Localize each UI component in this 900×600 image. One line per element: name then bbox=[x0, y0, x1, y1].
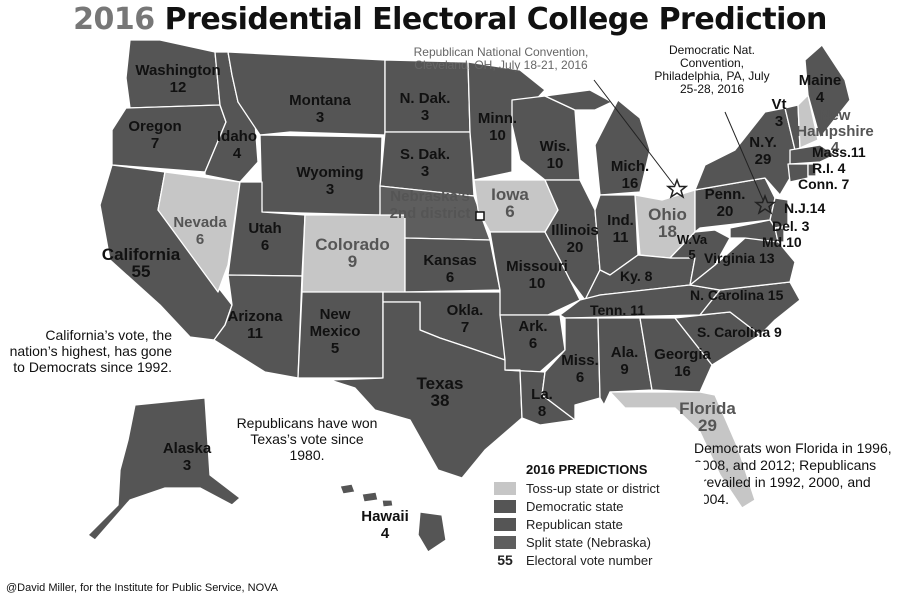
page-title: 2016 Presidential Electoral College Pred… bbox=[0, 2, 900, 37]
legend-swatch-split bbox=[494, 535, 516, 549]
legend: 2016 PREDICTIONS Toss-up state or distri… bbox=[494, 462, 704, 569]
legend-swatch-tossup bbox=[494, 481, 516, 495]
label-new-york: N.Y. 29 bbox=[749, 134, 777, 168]
label-oregon: Oregon 7 bbox=[128, 118, 182, 152]
state-new-hampshire bbox=[797, 94, 819, 149]
state-nevada bbox=[157, 171, 241, 293]
democratic-convention-note: Democratic Nat. Convention, Philadelphia… bbox=[654, 43, 770, 96]
label-north-dakota: N. Dak. 3 bbox=[399, 90, 451, 124]
label-virginia: Virginia 13 bbox=[704, 250, 775, 266]
state-west-virginia bbox=[669, 229, 731, 286]
legend-item-split: Split state (Nebraska) bbox=[494, 533, 704, 551]
label-south-dakota: S. Dak. 3 bbox=[399, 146, 451, 180]
legend-swatch-democratic bbox=[494, 499, 516, 513]
label-indiana: Ind. 11 bbox=[607, 212, 634, 246]
label-delaware: Del. 3 bbox=[772, 218, 810, 234]
label-arizona: Arizona 11 bbox=[227, 308, 283, 342]
label-hawaii: Hawaii 4 bbox=[361, 508, 409, 542]
label-montana: Montana 3 bbox=[289, 92, 351, 126]
label-georgia: Georgia 16 bbox=[654, 346, 711, 380]
state-alaska bbox=[87, 397, 241, 541]
label-tennessee: Tenn. 11 bbox=[590, 302, 645, 318]
legend-title: 2016 PREDICTIONS bbox=[526, 462, 648, 477]
label-kansas: Kansas 6 bbox=[423, 252, 477, 286]
state-virginia bbox=[689, 237, 796, 291]
label-missouri: Missouri 10 bbox=[506, 258, 568, 292]
republican-convention-star bbox=[665, 177, 689, 199]
state-connecticut bbox=[787, 163, 809, 183]
label-utah: Utah 6 bbox=[248, 220, 282, 254]
label-rhode-island: R.I. 4 bbox=[812, 160, 846, 176]
label-west-virginia: W.Va 5 bbox=[676, 232, 708, 262]
state-massachusetts bbox=[789, 144, 836, 165]
label-ohio: Ohio 18 bbox=[648, 205, 687, 241]
legend-item-democratic: Democratic state bbox=[494, 497, 704, 515]
democratic-convention-pointer bbox=[724, 111, 764, 201]
republican-convention-pointer bbox=[593, 79, 675, 186]
democratic-convention-star bbox=[753, 193, 777, 215]
label-maryland: Md.10 bbox=[762, 234, 802, 250]
label-south-carolina: S. Carolina 9 bbox=[697, 324, 782, 340]
label-nevada: Nevada 6 bbox=[173, 214, 227, 248]
label-new-mexico: New Mexico 5 bbox=[309, 306, 361, 357]
label-vermont: Vt 3 bbox=[771, 96, 787, 130]
label-michigan: Mich. 16 bbox=[610, 158, 650, 192]
label-colorado: Colorado 9 bbox=[315, 235, 390, 271]
label-idaho: Idaho 4 bbox=[217, 128, 257, 162]
state-new-jersey bbox=[769, 197, 789, 229]
label-california: California 55 bbox=[101, 245, 181, 281]
label-wisconsin: Wis. 10 bbox=[539, 138, 571, 172]
legend-item-republican: Republican state bbox=[494, 515, 704, 533]
label-pennsylvania: Penn. 20 bbox=[704, 186, 746, 220]
florida-note: Democrats won Florida in 1996, 2008, and… bbox=[694, 440, 892, 507]
state-texas bbox=[329, 301, 523, 479]
label-alabama: Ala. 9 bbox=[610, 344, 639, 378]
label-texas: Texas 38 bbox=[416, 374, 464, 410]
label-new-hampshire: New Hampshire 4 bbox=[796, 107, 874, 156]
label-florida: Florida 29 bbox=[679, 399, 736, 435]
credit-line: @David Miller, for the Institute for Pub… bbox=[6, 582, 279, 594]
label-washington: Washington 12 bbox=[135, 62, 221, 96]
california-note: California’s vote, the nation’s highest,… bbox=[9, 327, 172, 375]
title-text: Presidential Electoral College Predictio… bbox=[154, 2, 828, 37]
label-maine: Maine 4 bbox=[798, 72, 842, 106]
label-louisiana: La. 8 bbox=[531, 386, 553, 420]
label-oklahoma: Okla. 7 bbox=[446, 302, 484, 336]
state-minnesota bbox=[467, 61, 546, 181]
label-wyoming: Wyoming 3 bbox=[296, 164, 364, 198]
republican-convention-note: Republican National Convention, Clevelan… bbox=[413, 45, 589, 72]
label-massachusetts: Mass.11 bbox=[812, 144, 866, 160]
state-hawaii-3 bbox=[381, 499, 394, 508]
legend-vote-symbol: 55 bbox=[497, 552, 513, 568]
state-hawaii-1 bbox=[339, 483, 356, 495]
legend-item-electoral-votes: 55 Electoral vote number bbox=[494, 551, 704, 569]
label-nebraska-district: Nebraska's 2nd district bbox=[389, 188, 471, 222]
label-arkansas: Ark. 6 bbox=[518, 318, 548, 352]
label-north-carolina: N. Carolina 15 bbox=[690, 287, 784, 303]
state-rhode-island bbox=[807, 163, 817, 177]
state-georgia bbox=[639, 317, 713, 393]
state-michigan-up bbox=[544, 89, 613, 111]
label-minnesota: Minn. 10 bbox=[477, 110, 518, 144]
label-iowa: Iowa 6 bbox=[491, 185, 529, 221]
label-connecticut: Conn. 7 bbox=[798, 176, 850, 192]
label-new-jersey: N.J.14 bbox=[784, 200, 826, 216]
state-florida bbox=[609, 391, 756, 509]
label-mississippi: Miss. 6 bbox=[561, 352, 599, 386]
legend-item-tossup: Toss-up state or district bbox=[494, 479, 704, 497]
legend-swatch-republican bbox=[494, 517, 516, 531]
label-illinois: Illinois 20 bbox=[551, 222, 599, 256]
label-kentucky: Ky. 8 bbox=[620, 268, 653, 284]
title-year: 2016 bbox=[73, 2, 155, 37]
label-alaska: Alaska 3 bbox=[162, 440, 212, 474]
state-delaware bbox=[774, 227, 785, 243]
texas-note: Republicans have won Texas’s vote since … bbox=[236, 415, 378, 463]
state-maine bbox=[804, 44, 851, 139]
state-hawaii-4 bbox=[417, 511, 447, 553]
state-hawaii-2 bbox=[361, 491, 379, 503]
nebraska-district-marker bbox=[475, 211, 485, 221]
state-illinois bbox=[544, 179, 601, 301]
